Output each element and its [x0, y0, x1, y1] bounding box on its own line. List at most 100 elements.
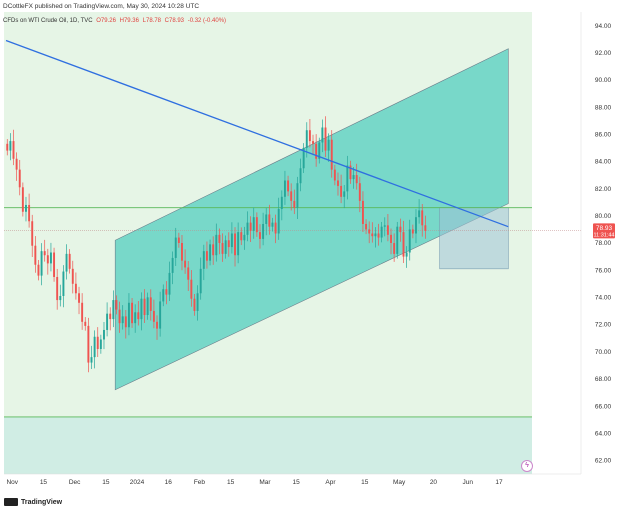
- candle-body: [224, 240, 227, 254]
- candle-body: [240, 232, 243, 241]
- candle-body: [18, 169, 21, 188]
- candle-body: [293, 200, 296, 208]
- candle-body: [34, 245, 37, 265]
- candle-body: [243, 234, 246, 241]
- candle-body: [399, 226, 402, 233]
- candle-body: [6, 143, 9, 151]
- candle-body: [374, 233, 377, 237]
- lightning-icon[interactable]: ϟ: [521, 460, 533, 472]
- time-tick-label: Feb: [194, 479, 206, 486]
- time-tick-label: 2024: [130, 479, 145, 486]
- candle-body: [277, 209, 280, 234]
- symbol-label[interactable]: CFDs on WTI Crude Oil, 1D, TVC: [3, 18, 93, 24]
- candle-body: [106, 313, 109, 330]
- candle-body: [78, 293, 80, 303]
- ascending-channel: [114, 48, 509, 391]
- candle-body: [115, 300, 118, 310]
- candle-body: [305, 130, 308, 148]
- low-value: L78.78: [142, 18, 161, 24]
- time-tick-label: 15: [361, 479, 369, 486]
- consolidation-box: [439, 207, 509, 270]
- price-tick-label: 62.00: [595, 458, 612, 465]
- time-tick-label: Nov: [6, 479, 18, 486]
- candle-body: [268, 214, 271, 227]
- candle-body: [259, 232, 261, 239]
- candle-body: [386, 225, 389, 235]
- candle-body: [296, 183, 299, 208]
- price-tick-label: 76.00: [595, 267, 612, 274]
- candle-body: [287, 180, 290, 192]
- candle-body: [424, 225, 427, 231]
- candle-body: [71, 268, 74, 284]
- candle-body: [315, 143, 318, 159]
- candle-body: [53, 252, 56, 277]
- candle-body: [327, 139, 330, 151]
- candle-body: [40, 251, 43, 276]
- time-tick-label: Apr: [325, 479, 336, 486]
- lower-zone: [4, 416, 532, 474]
- candle-body: [62, 271, 65, 296]
- candle-body: [181, 243, 183, 261]
- candle-body: [127, 302, 130, 328]
- candle-body: [377, 233, 380, 238]
- candle-body: [49, 252, 52, 264]
- candle-body: [156, 321, 158, 329]
- candle-body: [280, 196, 283, 210]
- candle-body: [21, 187, 24, 212]
- candle-body: [199, 268, 202, 294]
- candle-body: [255, 217, 258, 233]
- candle-body: [230, 233, 233, 248]
- time-tick-label: Dec: [69, 479, 81, 486]
- candle-body: [234, 233, 236, 256]
- candle-body: [28, 204, 31, 222]
- price-tick-label: 84.00: [595, 159, 612, 166]
- time-tick-label: Mar: [259, 479, 271, 486]
- candle-body: [84, 321, 87, 326]
- candle-body: [177, 237, 180, 243]
- candle-body: [343, 191, 346, 197]
- time-tick-label: 15: [40, 479, 48, 486]
- candle-body: [165, 289, 168, 295]
- candle-body: [149, 297, 152, 311]
- candle-body: [262, 223, 265, 239]
- price-tick-label: 80.00: [595, 213, 612, 220]
- published-header: DCottleFX published on TradingView.com, …: [3, 3, 200, 10]
- candle-body: [333, 169, 336, 181]
- candle-body: [227, 240, 230, 248]
- ohlc-legend: CFDs on WTI Crude Oil, 1D, TVC O79.26 H7…: [3, 18, 228, 24]
- candle-body: [249, 222, 252, 231]
- candle-body: [408, 229, 411, 253]
- candle-body: [103, 329, 105, 340]
- candle-body: [196, 293, 199, 311]
- tradingview-icon: [4, 498, 18, 506]
- candle-body: [124, 316, 127, 328]
- candle-body: [299, 168, 302, 184]
- candle-body: [81, 302, 84, 322]
- candle-body: [87, 325, 90, 363]
- candle-body: [349, 165, 352, 180]
- candle-body: [215, 234, 218, 256]
- candle-body: [415, 217, 417, 234]
- price-tick-label: 92.00: [595, 50, 612, 57]
- open-value: O79.26: [96, 18, 116, 24]
- candle-body: [65, 253, 68, 272]
- candle-body: [393, 243, 396, 254]
- candle-body: [237, 232, 240, 256]
- price-tag: [593, 223, 615, 239]
- candle-body: [31, 221, 34, 246]
- candle-body: [93, 336, 96, 358]
- candle-body: [59, 295, 62, 301]
- price-tick-label: 72.00: [595, 322, 612, 329]
- candle-body: [361, 200, 364, 224]
- tradingview-logo[interactable]: TradingView: [4, 498, 62, 506]
- candle-body: [25, 204, 27, 212]
- price-tick-label: 78.00: [595, 240, 612, 247]
- candle-body: [246, 222, 249, 235]
- candle-body: [131, 302, 134, 324]
- price-tick-label: 66.00: [595, 403, 612, 410]
- candle-body: [421, 210, 424, 226]
- candle-body: [321, 127, 324, 143]
- candle-body: [202, 251, 205, 269]
- time-tick-label: 15: [227, 479, 235, 486]
